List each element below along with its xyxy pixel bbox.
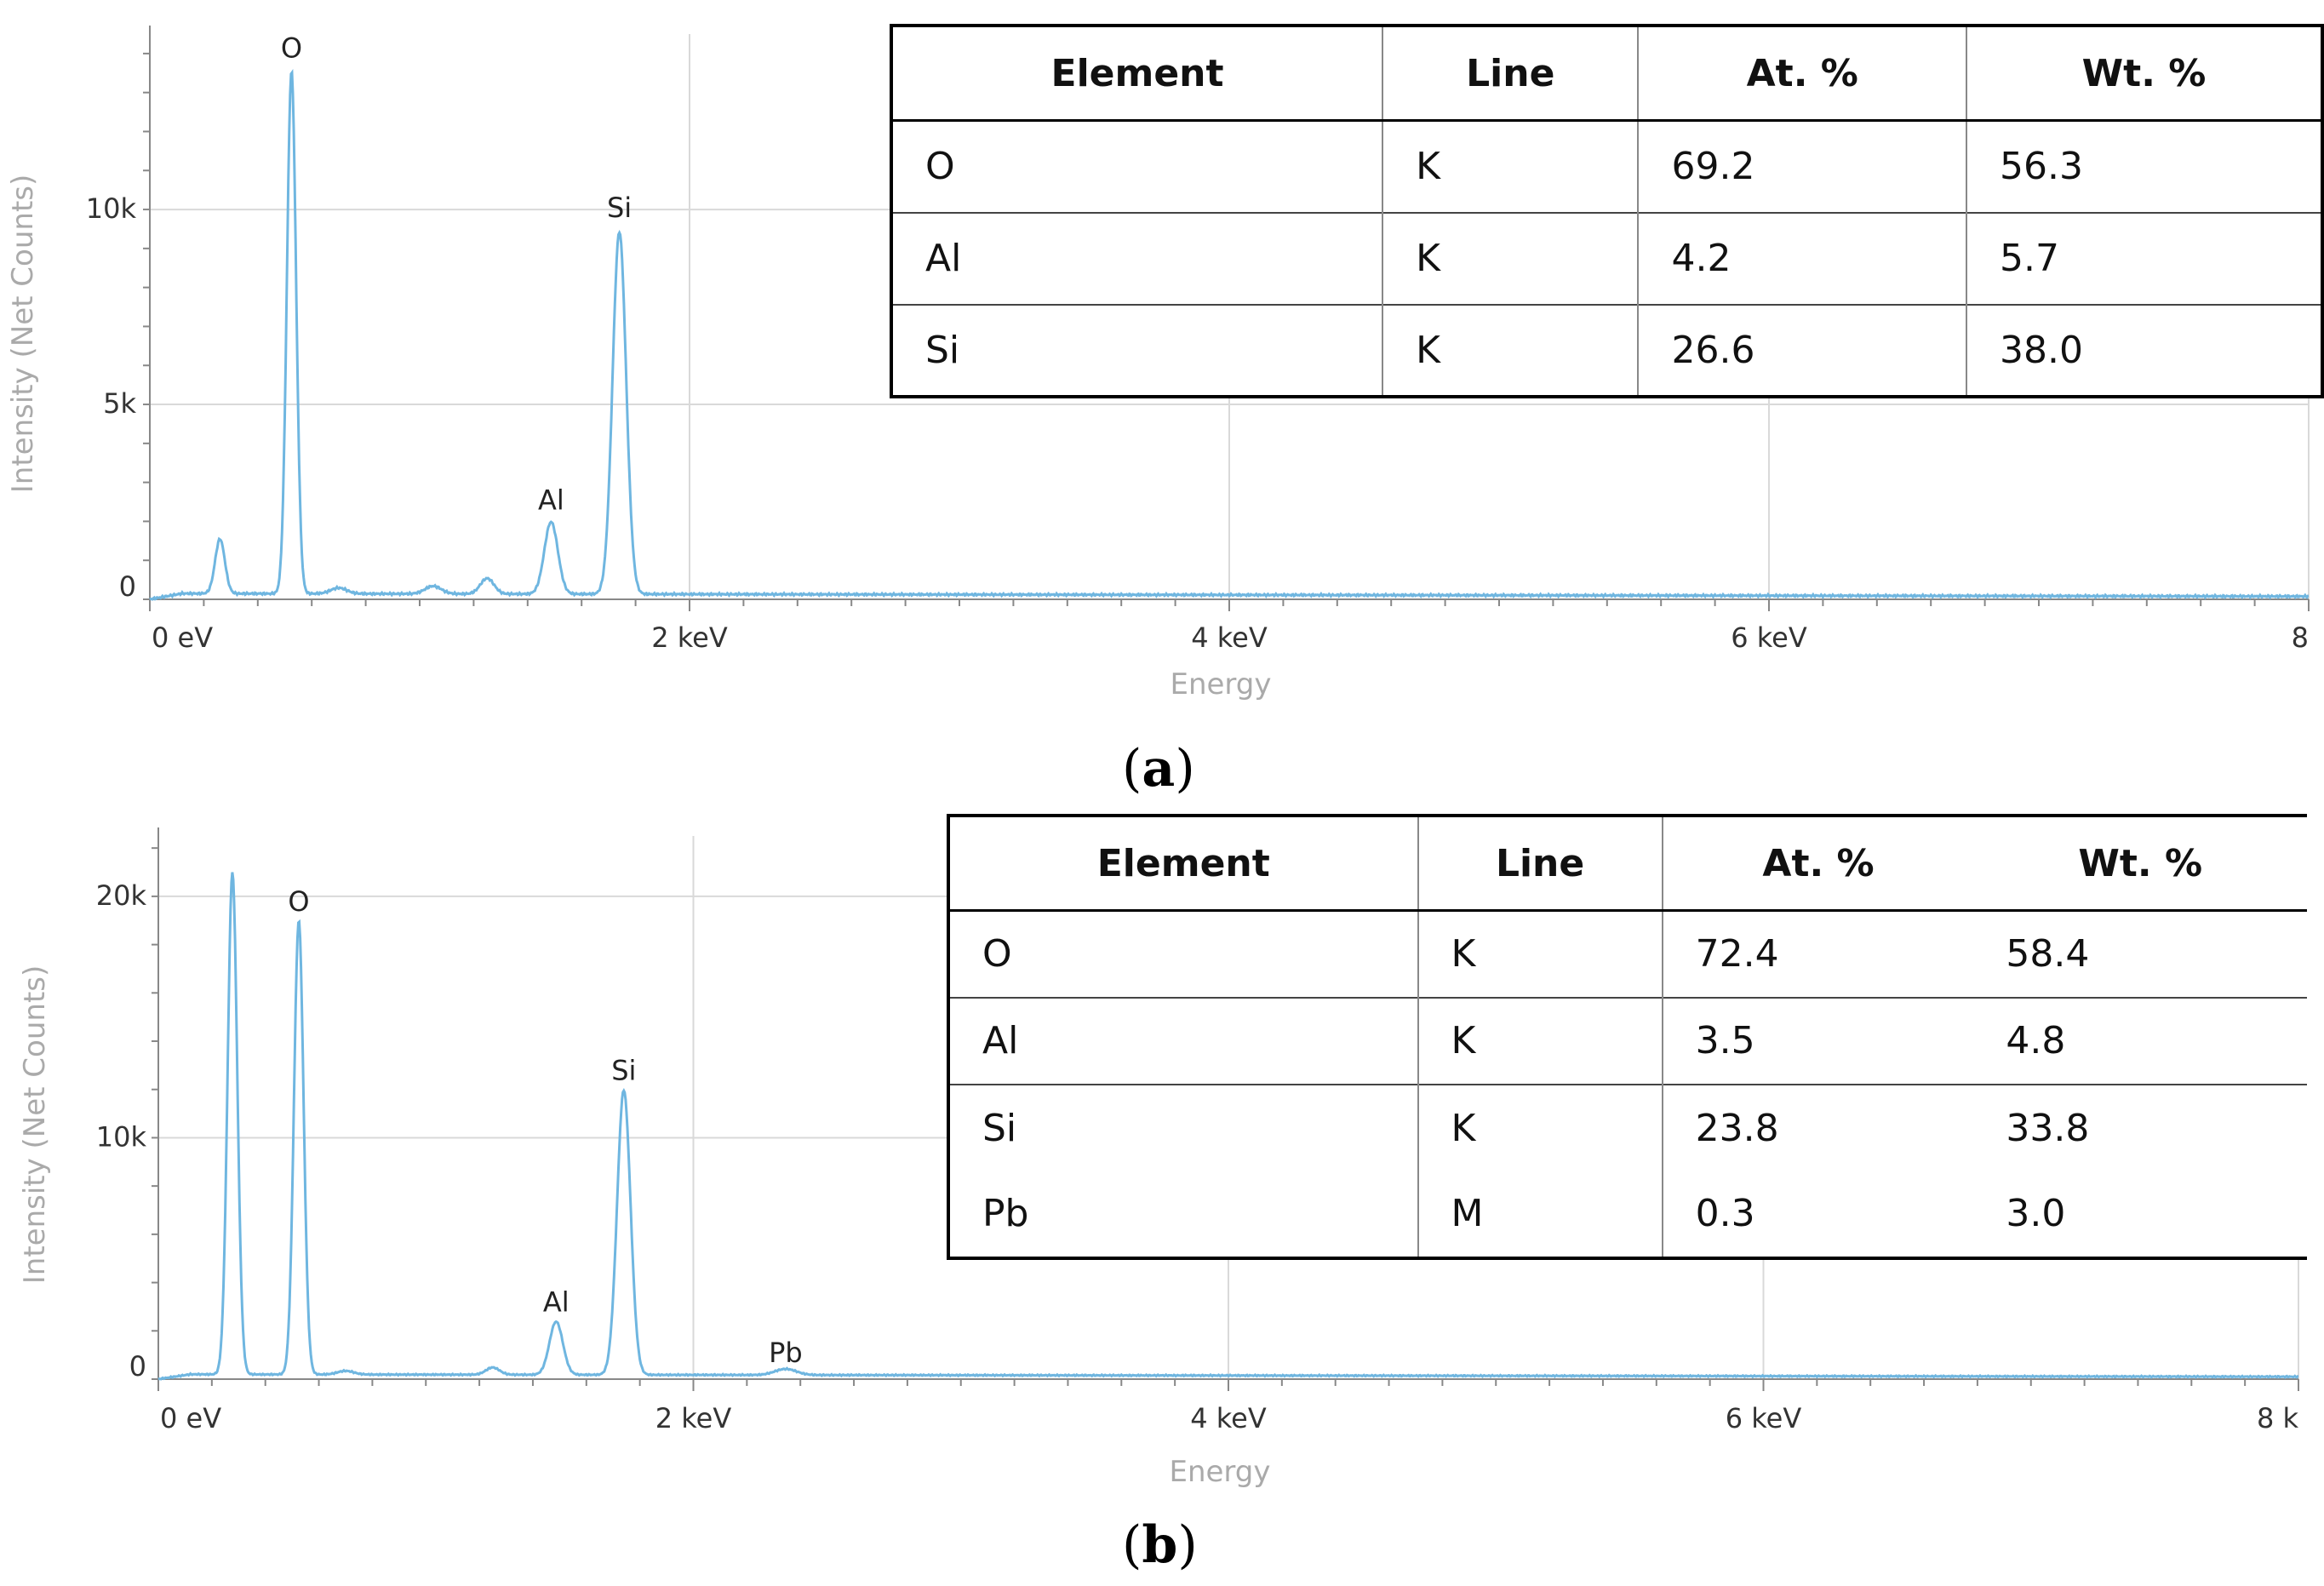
table-header-row: Element Line At. % Wt. % — [891, 26, 2322, 122]
cell-element: Si — [982, 1106, 1017, 1150]
cell-wt-percent: 56.3 — [1965, 120, 2322, 213]
y-tick-label: 0 — [119, 570, 136, 603]
cell-element: Si — [925, 328, 960, 372]
x-tick-label: 6 keV — [1726, 1402, 1802, 1434]
header-line: Line — [1417, 816, 1663, 912]
spectrum-panel-b: 0 eV 2 keV 4 keV 6 keV 8 k 0 10k 20k Energy Inten… — [0, 800, 2324, 1586]
y-tick-label: 10k — [86, 192, 137, 225]
y-tick-label: 5k — [103, 387, 136, 420]
cell-line: K — [1382, 120, 1639, 213]
header-line: Line — [1382, 26, 1639, 122]
x-tick-label: 8 k — [2257, 1402, 2299, 1434]
spectrum-line — [149, 69, 2310, 601]
table-row: O K 72.4 58.4 — [948, 910, 2307, 998]
cell-line: K — [1382, 212, 1639, 305]
peak-label: Pb — [769, 1337, 803, 1369]
peak-label: O — [288, 885, 309, 918]
cell-at-percent: 23.8 — [1661, 1084, 1974, 1171]
eds-spectrum-chart-b: 0 eV 2 keV 4 keV 6 keV 8 k 0 10k 20k Energy Inten… — [18, 827, 2299, 1489]
y-tick-label: 20k — [96, 879, 147, 912]
header-at-percent: At. % — [1637, 26, 1966, 122]
peak-label: Si — [607, 192, 632, 224]
y-tick-label: 0 — [129, 1350, 146, 1383]
x-axis-title: Energy — [1169, 1455, 1270, 1489]
caption-b-letter: b — [1142, 1515, 1178, 1575]
x-tick-label: 2 keV — [651, 621, 728, 654]
peak-label: O — [281, 31, 302, 64]
x-tick-label: 0 eV — [152, 621, 213, 654]
cell-wt-percent: 5.7 — [1965, 212, 2322, 305]
y-axis-title: Intensity (Net Counts) — [6, 175, 40, 494]
table-row: Pb M 0.3 3.0 — [948, 1171, 2307, 1258]
cell-element: O — [925, 145, 955, 189]
cell-at-percent: 3.5 — [1661, 997, 1974, 1085]
peak-label: Si — [611, 1054, 636, 1086]
table-row: Si K 23.8 33.8 — [948, 1084, 2307, 1171]
x-tick-label: 4 keV — [1191, 621, 1268, 654]
x-axis-title: Energy — [1170, 667, 1271, 701]
composition-table-b: Element Line At. % Wt. % O K 72.4 58.4 A… — [947, 814, 2307, 1260]
cell-line: K — [1417, 1084, 1663, 1171]
caption-b: (b) — [1122, 1515, 1198, 1575]
x-tick-label: 8 — [2292, 621, 2309, 654]
cell-wt-percent: 4.8 — [2006, 1019, 2066, 1062]
peak-label: Al — [538, 484, 564, 517]
cell-line: K — [1382, 304, 1639, 397]
header-at-percent: At. % — [1661, 816, 1974, 912]
x-tick-label: 2 keV — [655, 1402, 732, 1434]
x-tick-label: 0 eV — [160, 1402, 221, 1434]
table-row: Al K 4.2 5.7 — [891, 212, 2322, 305]
cell-element: O — [982, 932, 1012, 976]
y-tick-label: 10k — [96, 1120, 147, 1153]
peak-label: Al — [543, 1286, 570, 1319]
cell-wt-percent: 38.0 — [1965, 304, 2322, 397]
caption-a-letter: a — [1142, 739, 1176, 799]
cell-element: Al — [982, 1019, 1019, 1062]
cell-wt-percent: 33.8 — [2006, 1106, 2090, 1150]
cell-line: M — [1417, 1171, 1663, 1258]
header-element: Element — [948, 816, 1418, 912]
table-row: Si K 26.6 38.0 — [891, 304, 2322, 397]
header-element: Element — [891, 26, 1383, 122]
composition-table-a: Element Line At. % Wt. % O K 69.2 56.3 A… — [890, 24, 2324, 398]
cell-element: Al — [925, 237, 962, 280]
table-row: O K 69.2 56.3 — [891, 120, 2322, 213]
cell-line: K — [1417, 997, 1663, 1085]
x-tick-label: 6 keV — [1731, 621, 1807, 654]
cell-wt-percent: 3.0 — [2006, 1192, 2066, 1235]
table-row: Al K 3.5 4.8 — [948, 997, 2307, 1085]
cell-at-percent: 26.6 — [1637, 304, 1966, 397]
x-tick-label: 4 keV — [1190, 1402, 1267, 1434]
table-header-row: Element Line At. % Wt. % — [948, 816, 2307, 912]
y-axis-title: Intensity (Net Counts) — [18, 965, 52, 1285]
header-wt-percent: Wt. % — [1965, 26, 2322, 122]
spectrum-panel-a: 0 eV 2 keV 4 keV 6 keV 8 0 5k 10k Energy Intensit… — [6, 24, 2324, 799]
cell-at-percent: 69.2 — [1637, 120, 1966, 213]
header-wt-percent: Wt. % — [1973, 816, 2307, 912]
caption-a: (a) — [1122, 739, 1195, 799]
cell-wt-percent: 58.4 — [2006, 932, 2090, 976]
cell-element: Pb — [982, 1192, 1029, 1235]
cell-at-percent: 0.3 — [1661, 1171, 1974, 1258]
cell-line: K — [1417, 910, 1663, 998]
cell-at-percent: 72.4 — [1661, 910, 1974, 998]
spectrum-line — [157, 872, 2299, 1381]
cell-at-percent: 4.2 — [1637, 212, 1966, 305]
